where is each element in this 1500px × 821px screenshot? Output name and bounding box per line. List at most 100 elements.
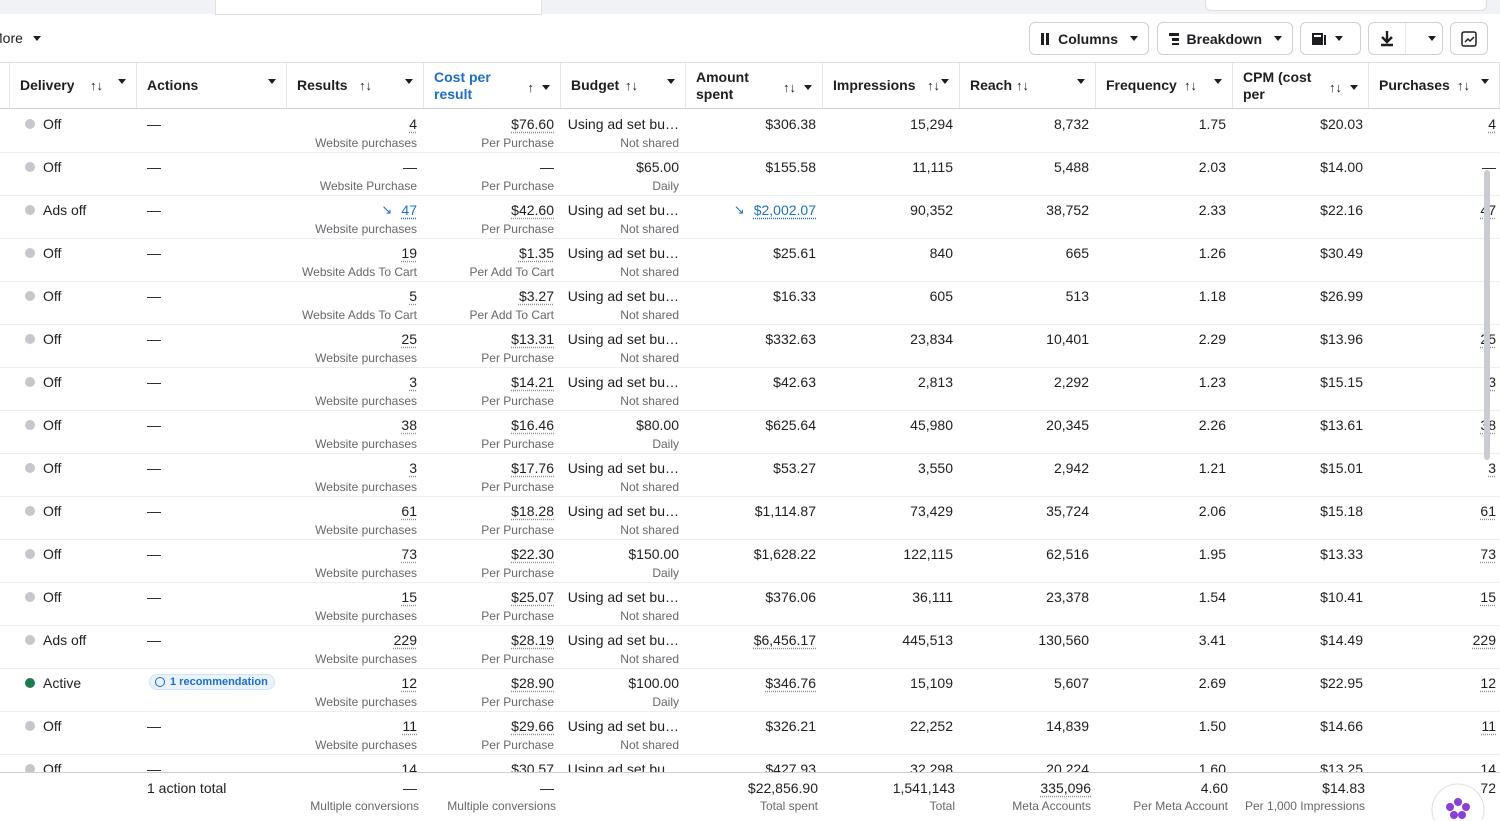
column-header[interactable]: Reach ↑↓	[960, 63, 1096, 108]
tab[interactable]	[215, 0, 542, 15]
column-header[interactable]: Actions	[137, 63, 287, 108]
report-button[interactable]	[1300, 22, 1361, 55]
dropdown[interactable]	[667, 79, 675, 84]
dropdown[interactable]	[268, 79, 276, 84]
header-controls[interactable]	[941, 79, 949, 84]
dropdown[interactable]	[542, 85, 550, 90]
metric[interactable]: 3	[1488, 374, 1496, 390]
column-header[interactable]: Amount spent ↑↓	[686, 63, 823, 108]
dropdown[interactable]	[1350, 85, 1358, 90]
header-controls[interactable]	[667, 79, 675, 84]
sort-icon[interactable]: ↑↓	[1457, 78, 1470, 93]
metric[interactable]: $13.31	[511, 331, 554, 347]
column-header[interactable]: Cost per result ↑	[424, 63, 561, 108]
dropdown[interactable]	[405, 79, 413, 84]
column-header[interactable]: Results ↑↓	[287, 63, 424, 108]
metric[interactable]: 229	[393, 632, 417, 648]
metric[interactable]: $6,456.17	[753, 632, 816, 648]
metric[interactable]: 3	[409, 460, 417, 476]
metric[interactable]: 5	[409, 288, 417, 304]
metric[interactable]: $25.07	[511, 589, 554, 605]
metric[interactable]: 73	[1480, 546, 1496, 562]
metric[interactable]: 229	[1472, 632, 1496, 648]
metric[interactable]: $76.60	[511, 116, 554, 132]
metric[interactable]: 38	[401, 417, 417, 433]
header-controls[interactable]: ↑↓	[783, 79, 812, 96]
column-header[interactable]: Delivery ↑↓	[10, 63, 137, 108]
sort-icon[interactable]: ↑↓	[783, 80, 796, 95]
metric[interactable]: 11	[402, 718, 417, 734]
metric[interactable]: 12	[401, 675, 417, 691]
sort-icon[interactable]: ↑↓	[359, 78, 372, 93]
search[interactable]	[1205, 0, 1487, 11]
column-header[interactable]	[0, 63, 10, 108]
column-header[interactable]: CPM (cost per 1,000… ↑↓	[1233, 63, 1369, 108]
column-header[interactable]: Budget ↑↓	[561, 63, 686, 108]
header-controls[interactable]	[1214, 79, 1222, 84]
column-header[interactable]: Impressions ↑↓	[823, 63, 960, 108]
metric[interactable]: $28.90	[511, 675, 554, 691]
sort-icon[interactable]: ↑↓	[1016, 78, 1029, 93]
more-menu[interactable]: More	[0, 29, 41, 47]
dropdown[interactable]	[1481, 79, 1489, 84]
metric[interactable]: $29.66	[511, 718, 554, 734]
header-controls[interactable]	[1481, 79, 1489, 84]
dropdown[interactable]	[1077, 79, 1085, 84]
metric[interactable]: $17.76	[511, 460, 554, 476]
metric[interactable]: $2,002.07 ↘	[733, 202, 816, 218]
dropdown[interactable]	[118, 79, 126, 84]
metric[interactable]: 73	[401, 546, 417, 562]
dropdown[interactable]	[941, 79, 949, 84]
metric[interactable]: 4	[409, 116, 417, 132]
metric-note: Daily	[652, 695, 679, 709]
header-controls[interactable]	[268, 79, 276, 84]
sort-icon[interactable]: ↑↓	[927, 78, 940, 93]
header-controls[interactable]: ↑↓	[1329, 79, 1358, 96]
metric[interactable]: $16.46	[511, 417, 554, 433]
sort-icon[interactable]: ↑↓	[90, 78, 103, 93]
assistant-logo[interactable]	[1430, 780, 1490, 820]
column-header[interactable]: Frequency ↑↓	[1096, 63, 1233, 108]
columns-button[interactable]: Columns	[1029, 22, 1149, 55]
metric-note: Per Purchase	[481, 136, 554, 150]
metric-note: Not shared	[620, 265, 679, 279]
metric-note: Not shared	[620, 480, 679, 494]
metric[interactable]: $346.76	[765, 675, 816, 691]
breakdown-button[interactable]: Breakdown	[1157, 22, 1293, 55]
metric[interactable]: 47 ↘	[381, 202, 417, 218]
header-label: Amount spent	[696, 69, 749, 102]
sort-icon[interactable]: ↑↓	[625, 78, 638, 93]
metric[interactable]: $14.21	[511, 374, 554, 390]
metric[interactable]: 25	[401, 331, 417, 347]
header-controls[interactable]	[118, 79, 126, 84]
recommendation-pill[interactable]: 1 recommendation	[149, 674, 275, 690]
metric[interactable]: $1.35	[518, 245, 554, 261]
header-controls[interactable]: ↑	[527, 79, 550, 96]
sort-icon[interactable]: ↑↓	[1329, 80, 1342, 95]
metric[interactable]: 3	[409, 374, 417, 390]
sort-icon[interactable]: ↑	[527, 80, 535, 95]
metric[interactable]: 61	[1480, 503, 1496, 519]
export-group[interactable]	[1368, 22, 1443, 55]
metric[interactable]: $42.60	[511, 202, 554, 218]
metric[interactable]: $22.30	[511, 546, 554, 562]
metric[interactable]: $3.27	[518, 288, 554, 304]
scrollbar[interactable]	[1484, 170, 1490, 460]
metric[interactable]: 61	[401, 503, 417, 519]
dropdown[interactable]	[804, 85, 812, 90]
metric[interactable]: 12	[1480, 675, 1496, 691]
header-controls[interactable]	[1077, 79, 1085, 84]
metric[interactable]: 3	[1488, 460, 1496, 476]
column-header[interactable]: Purchases ↑↓	[1369, 63, 1500, 108]
header-controls[interactable]	[405, 79, 413, 84]
metric[interactable]: 19	[401, 245, 417, 261]
metric[interactable]: $18.28	[511, 503, 554, 519]
metric[interactable]: 11	[1481, 718, 1496, 734]
dropdown[interactable]	[1214, 79, 1222, 84]
chart-button[interactable]	[1450, 22, 1488, 55]
metric[interactable]: 15	[401, 589, 417, 605]
metric[interactable]: 15	[1480, 589, 1496, 605]
sort-icon[interactable]: ↑↓	[1184, 78, 1197, 93]
metric[interactable]: 4	[1488, 116, 1496, 132]
metric[interactable]: $28.19	[511, 632, 554, 648]
